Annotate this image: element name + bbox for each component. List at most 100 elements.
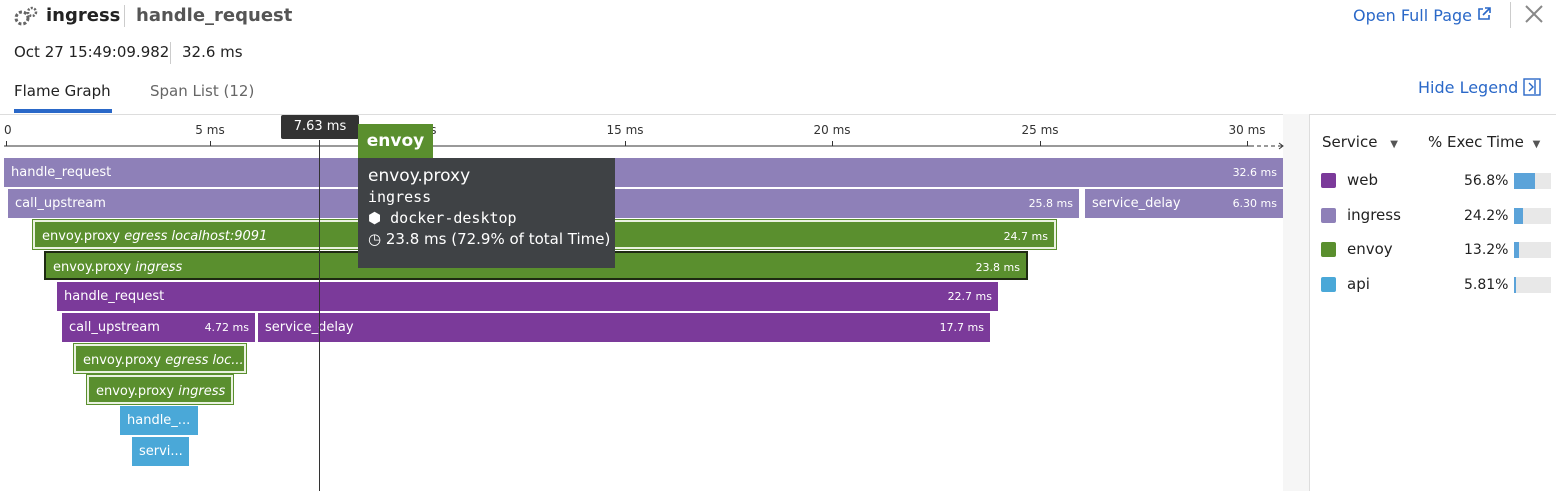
span-detail: ingress [135,260,183,275]
legend-name: ingress [1347,205,1401,224]
span-name: handle_request [64,289,165,304]
span-duration: 22.7 ms [947,290,992,303]
legend-header[interactable]: Service ▼ [1322,133,1398,151]
legend-header[interactable]: % Exec Time ▼ [1428,133,1541,151]
tick-label: 20 ms [813,123,851,137]
duration: 32.6 ms [182,43,243,61]
legend-bar [1514,277,1517,294]
link-text: Open Full Page [1353,6,1472,25]
span-detail: ingress [178,384,226,399]
tooltip-resource: ingress [368,188,432,206]
legend-swatch [1321,242,1336,258]
service-icon [14,6,38,26]
tick-mark [1247,141,1248,146]
tooltip-time: ◷ 23.8 ms (72.9% of total Time) [368,230,611,248]
tick-label: 15 ms [606,123,644,137]
separator [0,114,1556,115]
span-duration: 4.72 ms [204,321,249,334]
span-name: envoy.proxy [53,260,132,275]
legend-bar-track [1514,242,1551,259]
span[interactable]: envoy.proxy ingress [86,374,234,405]
span[interactable]: handle_... [120,406,198,435]
span[interactable]: handle_request 32.6 ms [4,158,1283,187]
legend-pct: 5.81% [1464,277,1509,294]
tooltip: envoy.proxy ingress ⬢ docker-desktop ◷ 2… [358,158,615,268]
tab[interactable]: Span List (12) [150,82,255,100]
date: Oct 27 15:49:09.982 [14,43,170,61]
open-full-page[interactable]: Open Full Page [1353,6,1491,25]
span-name: call_upstream [15,196,106,211]
divider [1510,2,1511,28]
span-duration: 6.30 ms [1232,197,1277,210]
span-duration: 17.7 ms [939,321,984,334]
span[interactable]: call_upstream 4.72 ms [62,313,255,342]
legend-pct: 24.2% [1464,207,1509,224]
link-text: Hide Legend [1418,78,1519,97]
legend-name: envoy [1347,240,1393,259]
span[interactable]: envoy.proxy egress loc... [73,343,247,374]
legend-swatch [1321,277,1336,293]
span[interactable]: service_delay 17.7 ms [258,313,990,342]
tooltip-host: ⬢ docker-desktop [368,209,517,227]
time-axis [4,142,1284,150]
tick-mark [832,141,833,146]
external-icon [1478,7,1491,20]
column: Service [1322,133,1378,151]
column: % Exec Time [1428,133,1524,151]
time: 23.8 ms (72.9% of total Time) [385,230,611,248]
legend-pct: 13.2% [1464,242,1509,259]
span-name: envoy.proxy [96,384,175,399]
legend-pct: 56.8% [1464,173,1509,189]
span[interactable]: servi... [132,437,189,466]
legend-bar-track [1514,277,1551,294]
legend-bar [1514,207,1523,224]
tab-active[interactable]: Flame Graph [14,82,111,100]
span-name: handle_request [11,165,112,180]
legend-swatch [1321,207,1336,223]
tab-underline [14,109,112,113]
divider [170,42,171,64]
legend-icon [1523,78,1542,96]
legend-name: web [1347,171,1379,189]
close-button[interactable] [1524,4,1544,24]
tick-mark [625,141,626,146]
legend-bar [1514,242,1519,259]
span-name: handle_... [127,413,191,428]
host: docker-desktop [390,209,517,227]
cursor-label: 7.63 ms [281,115,359,139]
tick-mark [210,141,211,146]
cursor-line [319,140,320,491]
tick-mark [1040,141,1041,146]
span-name: servi... [139,444,183,459]
span-name: envoy.proxy [83,353,162,368]
tick-label: 25 ms [1021,123,1059,137]
span-name: call_upstream [69,320,160,335]
tooltip-name: envoy.proxy [368,166,471,186]
tick-mark [6,141,7,146]
tick-label: 0 [4,123,12,137]
divider [124,5,125,27]
service: ingress [46,5,121,26]
tooltip-service: envoy [358,124,433,158]
legend-bar [1514,173,1536,189]
span[interactable]: handle_request 22.7 ms [57,282,998,311]
span[interactable]: service_delay 6.30 ms [1085,189,1283,218]
tick-label: 30 ms [1228,123,1266,137]
legend-bar-track [1514,207,1551,224]
legend-swatch [1321,173,1336,188]
span-name: handle_request [136,5,293,26]
span-name: envoy.proxy [42,229,121,244]
span-duration: 25.8 ms [1028,197,1073,210]
hide-legend[interactable]: Hide Legend [1418,78,1542,97]
span-name: service_delay [1092,196,1181,211]
legend-name: api [1347,275,1370,294]
span-detail: egress localhost:9091 [124,229,268,244]
span-name: service_delay [265,320,354,335]
span-detail: egress loc... [165,353,244,368]
tick-label: 5 ms [195,123,225,137]
span-duration: 23.8 ms [975,261,1020,274]
separator [1309,114,1310,491]
span-duration: 32.6 ms [1232,166,1277,179]
span-duration: 24.7 ms [1003,230,1048,243]
